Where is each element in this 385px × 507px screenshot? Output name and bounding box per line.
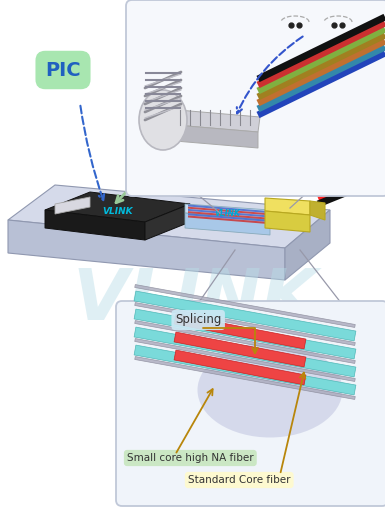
Polygon shape bbox=[175, 125, 258, 148]
Polygon shape bbox=[174, 314, 306, 349]
Polygon shape bbox=[135, 320, 355, 364]
Polygon shape bbox=[174, 350, 306, 385]
Polygon shape bbox=[134, 327, 356, 377]
Polygon shape bbox=[265, 211, 310, 232]
Polygon shape bbox=[134, 309, 356, 359]
Polygon shape bbox=[135, 284, 355, 328]
Polygon shape bbox=[145, 204, 190, 240]
Polygon shape bbox=[188, 207, 268, 215]
Polygon shape bbox=[285, 210, 330, 280]
Polygon shape bbox=[135, 356, 355, 400]
Polygon shape bbox=[135, 303, 355, 345]
Text: VLINK: VLINK bbox=[103, 206, 133, 215]
Polygon shape bbox=[8, 220, 285, 280]
Ellipse shape bbox=[198, 343, 343, 438]
Polygon shape bbox=[135, 339, 355, 381]
Text: PIC: PIC bbox=[45, 60, 81, 80]
Polygon shape bbox=[188, 211, 268, 220]
Polygon shape bbox=[185, 204, 270, 220]
Polygon shape bbox=[45, 210, 145, 240]
Polygon shape bbox=[188, 204, 268, 213]
Ellipse shape bbox=[139, 90, 187, 150]
Polygon shape bbox=[134, 291, 356, 341]
FancyBboxPatch shape bbox=[116, 301, 385, 506]
Text: VLINK: VLINK bbox=[214, 208, 240, 218]
Text: Splicing: Splicing bbox=[175, 313, 221, 327]
Polygon shape bbox=[8, 185, 330, 248]
Polygon shape bbox=[45, 192, 190, 222]
FancyBboxPatch shape bbox=[126, 0, 385, 196]
Text: Small core high NA fiber: Small core high NA fiber bbox=[127, 453, 254, 463]
Text: VLINK: VLINK bbox=[72, 266, 318, 335]
Text: Standard Core fiber: Standard Core fiber bbox=[188, 475, 291, 485]
Polygon shape bbox=[185, 213, 270, 235]
Polygon shape bbox=[175, 110, 260, 132]
Polygon shape bbox=[188, 209, 268, 218]
Polygon shape bbox=[188, 215, 268, 224]
Polygon shape bbox=[174, 332, 306, 367]
Polygon shape bbox=[310, 201, 325, 220]
Polygon shape bbox=[265, 198, 310, 215]
Polygon shape bbox=[134, 345, 356, 395]
Polygon shape bbox=[55, 197, 90, 214]
Polygon shape bbox=[188, 213, 268, 222]
